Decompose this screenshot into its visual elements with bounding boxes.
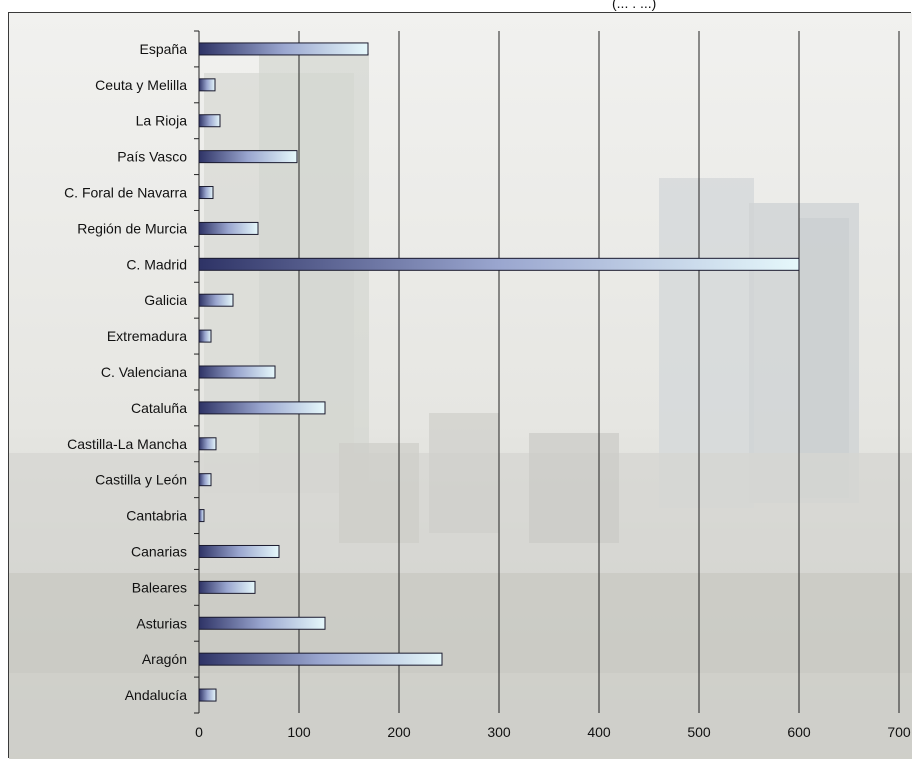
category-labels: España Ceuta y Melilla La Rioja País Vasco C… [64,41,187,703]
category-label: Aragón [142,651,187,667]
bar [198,42,369,56]
bar [198,580,256,594]
bar [198,401,326,415]
category-label: País Vasco [117,149,187,165]
chart-frame: España Ceuta y Melilla La Rioja País Vasco C… [8,12,912,759]
bar [198,652,443,666]
category-label: Región de Murcia [77,220,187,236]
x-tick-label: 400 [587,724,611,740]
category-label: La Rioja [136,113,188,129]
bar [198,186,214,200]
category-label: C. Foral de Navarra [64,185,187,201]
bar [198,509,205,523]
category-label: Canarias [131,543,187,559]
x-tick-label: 200 [387,724,411,740]
bar [198,221,259,235]
category-label: Andalucía [125,687,187,703]
x-tick-labels: 0 100 200 300 400 500 600 700 [195,724,911,740]
category-label: Galicia [144,292,187,308]
background-photo [9,13,912,759]
bar [198,365,276,379]
bar [198,329,212,343]
bar [198,437,217,451]
category-label: C. Valenciana [101,364,187,380]
bar [198,688,217,702]
bar [198,114,221,128]
chart-title-fragment: (... . ...) [612,0,656,11]
bar [198,150,298,164]
bar [198,544,280,558]
category-label: C. Madrid [126,256,187,272]
chart-svg: España Ceuta y Melilla La Rioja País Vasco C… [9,13,912,759]
gridlines [298,31,900,713]
title-strip: (... . ...) [612,0,656,11]
category-label: España [140,41,188,57]
bars-group [198,42,800,702]
x-tick-label: 100 [287,724,311,740]
category-label: Extremadura [107,328,187,344]
bar [198,257,800,271]
category-label: Cataluña [131,400,187,416]
category-label: Castilla-La Mancha [67,436,187,452]
bar [198,293,234,307]
category-label: Castilla y León [95,472,187,488]
category-label: Cantabria [126,508,187,524]
x-tick-label: 300 [487,724,511,740]
bar [198,616,326,630]
x-tick-label: 500 [687,724,711,740]
category-label: Ceuta y Melilla [95,77,187,93]
x-tick-label: 600 [787,724,811,740]
x-tick-label: 0 [195,724,203,740]
category-label: Asturias [136,615,187,631]
bar [198,473,212,487]
bar [198,78,216,92]
x-tick-label: 700 [887,724,911,740]
category-label: Baleares [132,579,187,595]
